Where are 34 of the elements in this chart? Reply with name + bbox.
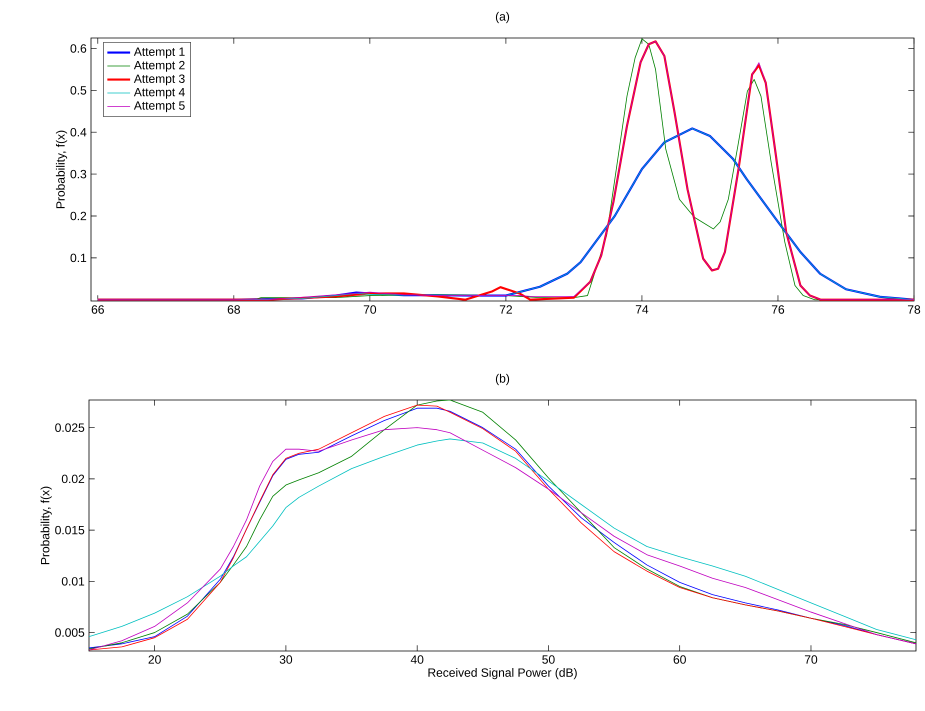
y-tick-label: 0.005 <box>55 628 84 637</box>
x-tick-label: 70 <box>364 305 376 314</box>
x-tick-label: 74 <box>636 305 648 314</box>
x-tick-label: 76 <box>772 305 784 314</box>
y-tick-label: 0.02 <box>62 474 84 484</box>
x-tick-label: 60 <box>674 655 686 664</box>
y-tick-label: 0.2 <box>70 212 86 220</box>
x-tick-label: 66 <box>92 305 104 314</box>
legend-label: Attempt 2 <box>134 60 185 72</box>
legend-label: Attempt 3 <box>134 74 185 86</box>
y-tick-label: 0.3 <box>70 170 86 178</box>
y-tick-label: 0.01 <box>62 577 84 586</box>
y-tick-label: 0.015 <box>55 526 84 534</box>
chart-title: (b) <box>496 374 510 386</box>
x-axis-title: Received Signal Power (dB) <box>428 668 577 680</box>
y-tick-label: 0.1 <box>70 254 86 262</box>
y-tick-label: 0.5 <box>70 86 86 95</box>
y-axis-title: Probability, f(x) <box>40 486 52 564</box>
legend-label: Attempt 4 <box>134 88 185 99</box>
x-tick-label: 20 <box>148 655 161 664</box>
chart-title: (a) <box>496 12 510 24</box>
x-tick-label: 30 <box>280 655 292 664</box>
x-tick-label: 40 <box>410 655 424 664</box>
y-tick-label: 0.4 <box>70 128 86 136</box>
y-tick-label: 0.6 <box>70 44 86 53</box>
legend-label: Attempt 5 <box>134 101 185 112</box>
y-axis-title: Probability, f(x) <box>56 130 68 208</box>
legend-label: Attempt 1 <box>134 48 185 58</box>
x-tick-label: 72 <box>500 305 512 314</box>
x-tick-label: 50 <box>542 655 555 664</box>
x-tick-label: 78 <box>908 305 920 314</box>
x-tick-label: 68 <box>228 305 240 314</box>
y-tick-label: 0.025 <box>55 423 84 432</box>
x-tick-label: 70 <box>804 655 818 664</box>
